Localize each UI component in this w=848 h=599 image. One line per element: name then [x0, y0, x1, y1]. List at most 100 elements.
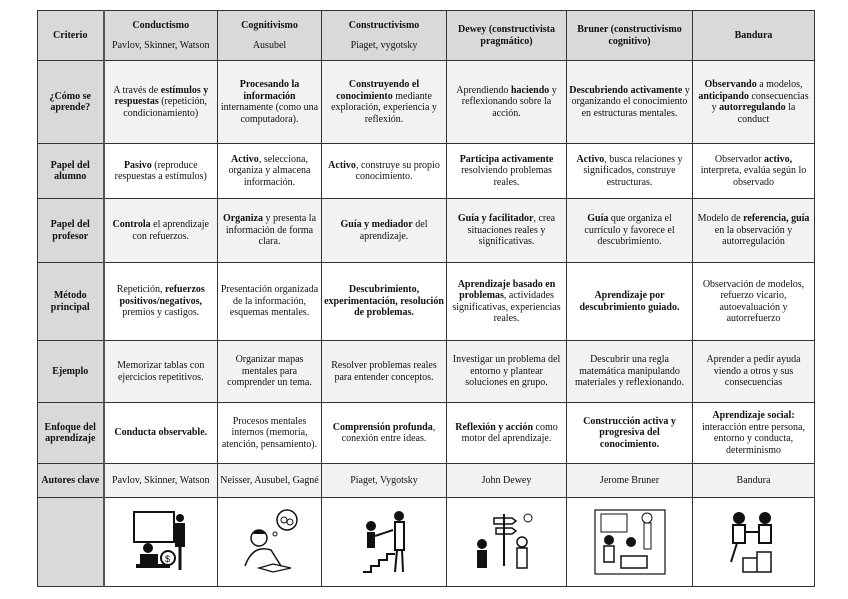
table-cell: Controla el aprendizaje con refuerzos.	[103, 198, 218, 263]
text: Procesos mentales internos (memoria, ate…	[221, 415, 318, 450]
illustration-cell	[321, 497, 447, 587]
text: y presenta la información de forma clara…	[225, 213, 317, 248]
table-cell: Construcción activa y progresiva del con…	[566, 402, 693, 464]
bold-text: Conducta observable.	[114, 427, 208, 439]
table-row: Ejemplo Memorizar tablas con ejercicios r…	[37, 340, 815, 403]
illustration-cell	[566, 497, 693, 587]
text: resolviendo problemas reales.	[461, 165, 552, 188]
bold-text: Construyendo el conocimiento	[336, 79, 420, 102]
text: Repetición,	[116, 284, 166, 296]
bold-text: Guía y mediador	[340, 219, 413, 230]
text: Aprendiendo	[456, 84, 511, 96]
table-cell: Activo, busca relaciones y significados,…	[566, 143, 693, 199]
bold-text: Descubriendo activamente	[569, 84, 683, 96]
text: Observación de modelos, refuerzo vicario…	[702, 278, 805, 325]
table-cell: Resolver problemas reales para entender …	[321, 340, 447, 403]
text: , selecciona, organiza y almacena inform…	[228, 153, 311, 188]
svg-text:$: $	[165, 554, 170, 564]
table-cell: Organizar mapas mentales para comprender…	[217, 340, 322, 403]
theory-name: Bandura	[734, 29, 773, 41]
table-row: Enfoque del aprendizaje Conducta observab…	[37, 402, 815, 464]
table-cell: Neisser, Ausubel, Gagné	[217, 463, 322, 498]
table-cell: Jerome Bruner	[566, 463, 693, 498]
text: interacción entre persona, entorno y con…	[701, 421, 805, 456]
table-cell: Pasivo (reproduce respuestas a estímulos…	[103, 143, 218, 199]
theory-name: Constructivismo	[348, 19, 420, 31]
table-cell: Piaget, Vygotsky	[321, 463, 447, 498]
bold-text: autorregulando	[719, 102, 786, 113]
text: mediante exploración, experiencia y refl…	[331, 90, 437, 125]
table-cell: Guía y mediador del aprendizaje.	[321, 198, 447, 263]
text: la conduct	[737, 102, 796, 125]
text: el aprendizaje con refuerzos.	[132, 219, 209, 242]
table-row: Autores clave Pavlov, Skinner, Watson Neis…	[37, 463, 815, 498]
table-cell: Organiza y presenta la información de fo…	[217, 198, 322, 263]
text: consecuencias y	[711, 90, 809, 114]
bold-text: Organiza	[222, 213, 263, 225]
text: Aprender a pedir ayuda viendo a otros y …	[706, 354, 801, 389]
row-label: Autores clave	[37, 463, 105, 498]
text: , construye su propio conocimiento.	[355, 159, 440, 183]
text: internamente (como una computadora).	[220, 102, 319, 125]
table-row: Papel del profesor Controla el aprendizaj…	[37, 198, 815, 263]
bold-text: Activo	[576, 153, 605, 165]
text: , conexión entre ideas.	[341, 421, 436, 445]
text: como motor del aprendizaje.	[461, 421, 558, 445]
text: interpreta, evalúa según lo observado	[700, 165, 807, 188]
empty-label-cell	[37, 497, 105, 587]
illustration-cell	[692, 497, 815, 587]
text: Observador	[714, 153, 765, 165]
signpost-inquiry-icon	[476, 513, 532, 569]
text: (reproduce respuestas a estímulos)	[114, 159, 207, 183]
text: (repetición, condicionamiento)	[123, 96, 208, 119]
table-cell: Bandura	[692, 463, 815, 498]
theory-authors: Piaget, vygotsky	[350, 40, 418, 51]
row-label: ¿Cómo se aprende?	[37, 60, 105, 144]
text: Jerome Bruner	[599, 474, 660, 486]
text: Memorizar tablas con ejercicios repetiti…	[117, 360, 205, 383]
learning-theories-table: Criterio Conductismo Pavlov, Skinner, Wat…	[37, 10, 815, 587]
bold-text: Procesando la información	[239, 79, 300, 102]
theory-name: Dewey (constructivista pragmático)	[458, 24, 555, 47]
criterio-label: Criterio	[53, 29, 88, 41]
text: Bandura	[736, 474, 771, 486]
illustration-cell	[217, 497, 322, 587]
text: que organiza el currículo y favorece el …	[584, 213, 675, 248]
table-cell: Modelo de referencia, guía en la observa…	[692, 198, 815, 263]
text: y organizando el conocimiento en estruct…	[571, 84, 690, 119]
row-label: Ejemplo	[37, 340, 105, 403]
bold-text: haciendo	[510, 84, 550, 96]
header-bandura: Bandura	[692, 10, 815, 61]
table-cell: Aprendizaje basado en problemas, activid…	[446, 262, 567, 341]
bold-text: Reflexión y acción	[455, 421, 534, 433]
table-cell: Aprender a pedir ayuda viendo a otros y …	[692, 340, 815, 403]
table-cell: Activo, construye su propio conocimiento…	[321, 143, 447, 199]
table-row: ¿Cómo se aprende? A través de estímulos y…	[37, 60, 815, 144]
guided-staircase-icon	[363, 511, 405, 573]
table-cell: Comprensión profunda, conexión entre ide…	[321, 402, 447, 464]
illustration-row: $	[37, 497, 815, 587]
table-cell: Procesos mentales internos (memoria, ate…	[217, 402, 322, 464]
bold-text: Construcción activa y progresiva del con…	[583, 415, 676, 450]
children-helping-icon	[729, 512, 772, 573]
illustration-cell: $	[103, 497, 218, 587]
table-cell: Descubrimiento, experimentación, resoluc…	[321, 262, 447, 341]
row-label: Papel del profesor	[37, 198, 105, 263]
table-row: Método principal Repetición, refuerzos po…	[37, 262, 815, 341]
header-criterio: Criterio	[37, 10, 105, 61]
bold-text: Activo	[231, 153, 259, 165]
theory-name: Cognitivismo	[241, 19, 298, 31]
bold-text: Aprendizaje social:	[712, 410, 795, 421]
table-cell: Construyendo el conocimiento mediante ex…	[321, 60, 447, 144]
table-cell: Activo, selecciona, organiza y almacena …	[217, 143, 322, 199]
table-cell: A través de estímulos y respuestas (repe…	[103, 60, 218, 144]
text: del aprendizaje.	[359, 219, 428, 242]
text: Descubrir una regla matemática manipulan…	[574, 354, 685, 389]
text: Piaget, Vygotsky	[350, 474, 418, 486]
bold-text: refuerzos positivos/negativos,	[119, 284, 205, 307]
header-dewey: Dewey (constructivista pragmático)	[446, 10, 567, 61]
bold-text: Comprensión profunda	[332, 421, 433, 433]
bold-text: Activo	[328, 159, 356, 171]
table-cell: Pavlov, Skinner, Watson	[103, 463, 218, 498]
text: Neisser, Ausubel, Gagné	[220, 474, 319, 486]
